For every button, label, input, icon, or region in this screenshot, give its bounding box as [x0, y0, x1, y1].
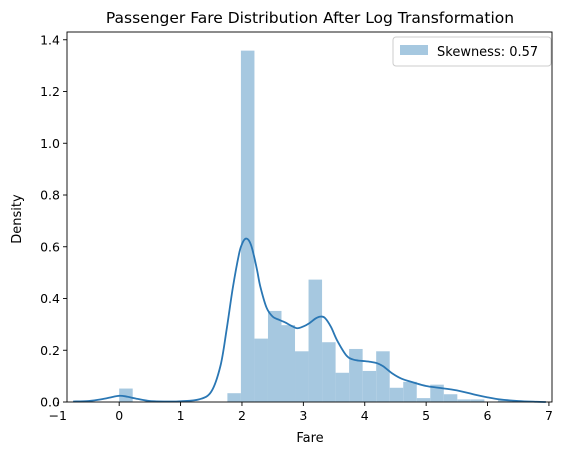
histogram-bar [362, 370, 377, 402]
x-tick-label: 7 [545, 408, 553, 423]
legend-label: Skewness: 0.57 [437, 45, 538, 60]
histogram-bar [335, 372, 350, 402]
x-tick-label: 3 [299, 408, 307, 423]
histogram-bars [119, 50, 512, 403]
histogram-bar [254, 338, 268, 402]
y-tick-label: 0.4 [40, 291, 60, 306]
histogram-bar [308, 279, 323, 402]
histogram-bar [389, 387, 404, 402]
x-axis-label: Fare [296, 431, 323, 446]
histogram-bar [416, 398, 431, 402]
y-tick-label: 0.2 [40, 343, 60, 358]
x-tick-label: 1 [177, 408, 185, 423]
x-tick-label: 0 [115, 408, 123, 423]
histogram-bar [267, 310, 282, 402]
histogram-bar [119, 388, 133, 402]
histogram-bar [497, 400, 512, 402]
histogram-bar [227, 393, 241, 402]
legend-swatch [400, 45, 428, 55]
histogram-bar [457, 399, 471, 402]
x-axis-ticks: −1 0 1 2 3 4 5 6 7 [49, 402, 553, 423]
y-tick-label: 0.0 [40, 395, 60, 410]
histogram-bar [376, 351, 390, 402]
histogram-bar [430, 384, 444, 402]
histogram-bar [322, 342, 336, 402]
y-axis-ticks: 0.0 0.2 0.4 0.6 0.8 1.0 1.2 1.4 [40, 32, 67, 410]
legend: Skewness: 0.57 [392, 36, 552, 67]
histogram-bar [403, 381, 417, 402]
x-tick-label: 2 [238, 408, 246, 423]
x-tick-label: 6 [484, 408, 492, 423]
x-tick-label: −1 [49, 408, 67, 423]
histogram-bar [443, 394, 458, 402]
legend-frame [392, 36, 552, 67]
histogram-bar [349, 348, 363, 402]
histogram-bar [295, 351, 309, 402]
y-tick-label: 0.6 [40, 239, 60, 254]
axes: −1 0 1 2 3 4 5 6 7 0.0 0.2 0.4 0.6 0.8 1.0 1.2 1.4 [40, 31, 553, 423]
plot-frame [66, 31, 553, 403]
chart-title: Passenger Fare Distribution After Log Tr… [106, 9, 514, 27]
y-tick-label: 0.8 [40, 188, 60, 203]
x-tick-label: 5 [422, 408, 430, 423]
histogram-bar [281, 325, 296, 402]
histogram-bar [240, 50, 255, 403]
y-axis-label: Density [10, 194, 25, 244]
y-tick-label: 1.0 [40, 136, 60, 151]
x-tick-label: 4 [361, 408, 369, 423]
histogram-bar [470, 399, 485, 402]
y-tick-label: 1.4 [40, 32, 60, 47]
y-tick-label: 1.2 [40, 84, 60, 99]
kde-line [73, 237, 546, 403]
